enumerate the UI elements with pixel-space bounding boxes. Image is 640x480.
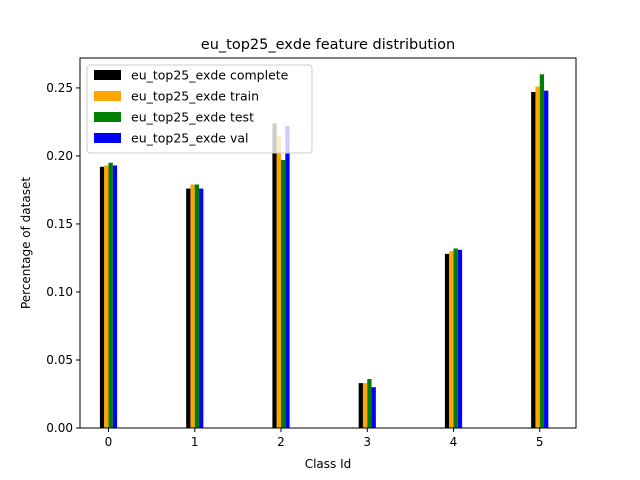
y-ticks: 0.00 0.05 0.10 0.15 0.20 0.25 (46, 81, 80, 435)
bar-series-2-class-5 (539, 74, 545, 428)
chart-title: eu_top25_exde feature distribution (201, 37, 455, 53)
bar-series-2-class-1 (194, 184, 200, 428)
bar-series-3-class-1 (199, 188, 204, 428)
x-tick-label: 4 (450, 435, 458, 449)
bar-series-0-class-1 (186, 188, 191, 428)
bar-series-2-class-2 (281, 160, 286, 428)
y-tick-label: 0.20 (46, 149, 73, 163)
legend-swatch (94, 133, 121, 143)
y-tick-label: 0.25 (46, 81, 73, 95)
bar-series-0-class-4 (444, 253, 450, 428)
bar-series-0-class-0 (99, 166, 105, 428)
bar-series-2-class-4 (453, 248, 458, 428)
legend-label: eu_top25_exde test (131, 110, 254, 125)
bar-series-2-class-3 (367, 379, 372, 428)
x-tick-label: 2 (277, 435, 285, 449)
y-tick-label: 0.05 (46, 353, 73, 367)
legend-label: eu_top25_exde train (131, 89, 259, 104)
bar-series-0-class-3 (358, 383, 363, 428)
x-ticks: 0 1 2 3 4 5 (105, 428, 544, 449)
y-tick-label: 0.15 (46, 217, 73, 231)
x-tick-label: 0 (105, 435, 113, 449)
legend: eu_top25_exde complete eu_top25_exde trai… (86, 64, 313, 154)
bar-series-1-class-1 (190, 184, 195, 428)
legend-swatch (94, 91, 121, 101)
legend-swatch (94, 112, 121, 122)
bar-series-0-class-5 (531, 92, 536, 428)
bar-series-1-class-4 (449, 251, 454, 428)
bar-series-1-class-2 (276, 135, 281, 429)
y-tick-label: 0.00 (46, 421, 73, 435)
x-tick-label: 3 (363, 435, 371, 449)
bar-series-1-class-5 (535, 86, 540, 428)
bar-series-3-class-4 (457, 249, 463, 428)
y-axis-label: Percentage of dataset (19, 177, 33, 309)
legend-box (86, 64, 313, 154)
legend-label: eu_top25_exde val (131, 131, 249, 146)
bar-series-2-class-0 (108, 162, 113, 429)
legend-swatch (94, 70, 121, 80)
bar-series-1-class-0 (104, 165, 109, 428)
x-tick-label: 5 (536, 435, 544, 449)
legend-label: eu_top25_exde complete (131, 68, 289, 83)
bar-series-1-class-3 (362, 383, 368, 428)
bar-series-3-class-2 (285, 126, 290, 428)
y-tick-label: 0.10 (46, 285, 73, 299)
x-axis-label: Class Id (305, 457, 352, 471)
plot-frame (79, 57, 577, 429)
x-tick-label: 1 (191, 435, 199, 449)
bar-series-3-class-0 (112, 165, 118, 428)
bar-series-0-class-2 (272, 123, 277, 428)
bars-group (99, 74, 549, 429)
bar-series-3-class-3 (371, 387, 376, 428)
bar-series-3-class-5 (544, 90, 549, 429)
